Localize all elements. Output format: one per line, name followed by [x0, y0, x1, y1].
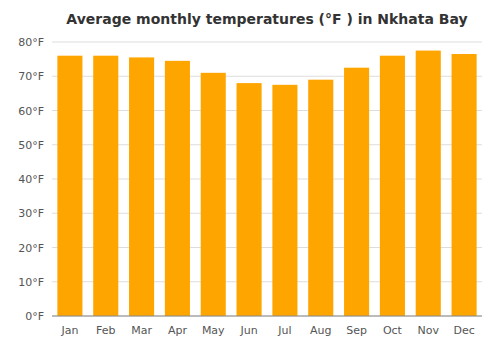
bar: Feb: [93, 56, 118, 316]
x-tick-label: Jul: [277, 324, 291, 337]
x-axis-line: [52, 316, 482, 317]
grid: [52, 42, 482, 316]
bar: May: [201, 73, 226, 316]
bar: Aug: [308, 80, 333, 316]
bar: Mar: [129, 57, 154, 316]
bar: Oct: [380, 56, 405, 316]
y-tick-label: 0°F: [25, 310, 44, 323]
x-tick-label: Apr: [168, 324, 188, 337]
bar: Sep: [344, 68, 369, 316]
bars: Jan Feb Mar Apr May Jun Jul Aug Sep Oct Nov Dec: [57, 51, 476, 316]
bar: Jul: [272, 85, 297, 316]
x-tick-label: Dec: [453, 324, 474, 337]
x-tick-label: Jan: [60, 324, 78, 337]
bar: Apr: [165, 61, 190, 316]
x-tick-label: Feb: [96, 324, 115, 337]
title: Average monthly temperatures (°F ) in Nk…: [66, 11, 467, 27]
x-tick-label: Mar: [131, 324, 152, 337]
y-tick-label: 60°F: [18, 105, 44, 118]
bar: Jan: [57, 56, 82, 316]
chart: Average monthly temperatures (°F ) in Nk…: [0, 0, 500, 350]
y-tick-label: 20°F: [18, 242, 44, 255]
bar: Jun: [237, 83, 262, 316]
bar: Nov: [416, 51, 441, 316]
x-tick-label: Jun: [239, 324, 257, 337]
x-tick-label: May: [202, 324, 225, 337]
y-tick-label: 80°F: [18, 36, 44, 49]
x-axis: Jan Feb Mar Apr May Jun Jul Aug Sep Oct Nov Dec: [52, 316, 482, 337]
y-tick-label: 40°F: [18, 173, 44, 186]
y-tick-label: 70°F: [18, 70, 44, 83]
y-axis: 0°F 10°F 20°F 30°F 40°F 50°F 60°F 70°F 80°F: [18, 36, 44, 323]
grid-line: [52, 316, 482, 317]
y-tick-label: 50°F: [18, 139, 44, 152]
grid-line: [52, 42, 482, 43]
x-tick-label: Aug: [310, 324, 331, 337]
bar: Dec: [452, 54, 477, 316]
y-tick-label: 30°F: [18, 207, 44, 220]
y-tick-label: 10°F: [18, 276, 44, 289]
x-tick-label: Nov: [418, 324, 440, 337]
x-tick-label: Oct: [383, 324, 403, 337]
x-tick-label: Sep: [346, 324, 367, 337]
